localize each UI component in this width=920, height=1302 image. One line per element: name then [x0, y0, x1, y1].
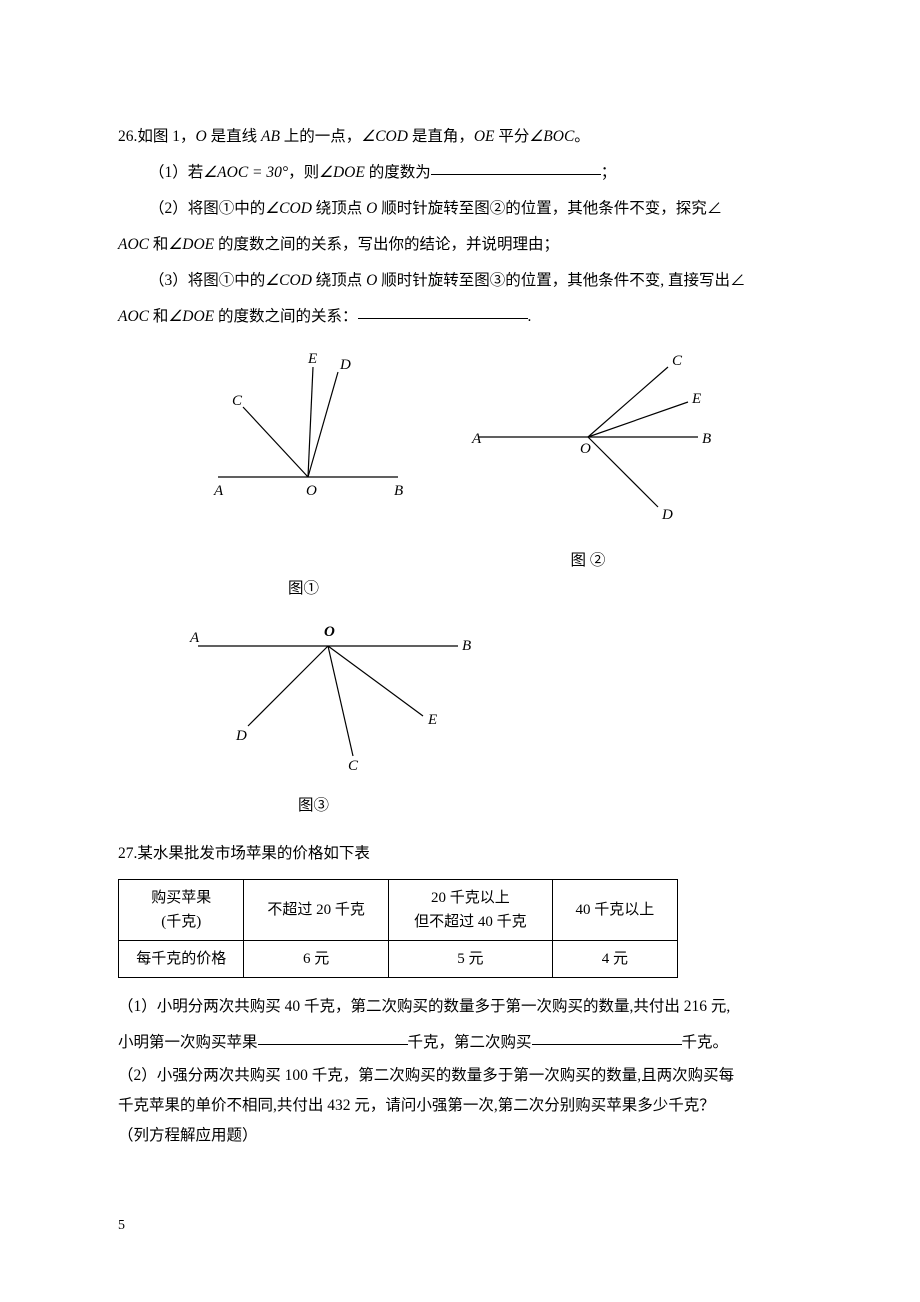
figure-1: A O B C E D: [188, 347, 418, 578]
figure-3-label: 图③: [298, 789, 810, 823]
diagram-3: A O B D C E: [188, 606, 478, 776]
text: 上的一点，: [280, 128, 361, 145]
cell: 5 元: [388, 941, 552, 978]
cell: 6 元: [244, 941, 389, 978]
text: 的度数之间的关系，写出你的结论，并说明理由；: [214, 236, 559, 253]
blank-fill[interactable]: [258, 1029, 408, 1046]
label-A: A: [213, 483, 224, 499]
label-B: B: [702, 431, 711, 447]
text: 购买苹果(千克): [151, 890, 211, 930]
text: 20 千克以上但不超过 40 千克: [414, 890, 527, 930]
q27-part1-line2: 小明第一次购买苹果 千克，第二次购买 千克。: [118, 1026, 810, 1060]
diagram-1: A O B C E D: [188, 347, 418, 507]
cell: 20 千克以上但不超过 40 千克: [388, 880, 552, 941]
var-DOE: ∠DOE: [168, 308, 214, 325]
cell: 不超过 20 千克: [244, 880, 389, 941]
text: .: [528, 308, 532, 325]
var-BOC: ∠BOC: [529, 128, 574, 145]
eq: ∠AOC = 30°: [203, 164, 288, 181]
var-AB: AB: [261, 128, 280, 145]
var-O: O: [196, 128, 207, 145]
var-COD: ∠COD: [265, 200, 312, 217]
text: 和: [153, 308, 169, 325]
label-O: O: [324, 624, 335, 640]
var-O: O: [366, 200, 377, 217]
label-D: D: [235, 728, 247, 744]
q27-part2-line2: 千克苹果的单价不相同,共付出 432 元，请问小强第一次,第二次分别购买苹果多少…: [118, 1092, 810, 1120]
label-E: E: [691, 391, 701, 407]
text: 的度数之间的关系：: [214, 308, 357, 325]
figure-2-label: 图 ②: [458, 544, 718, 578]
text: （3）将图①中的: [149, 272, 265, 289]
q27-title: 27.某水果批发市场苹果的价格如下表: [118, 837, 810, 871]
label-A: A: [471, 431, 482, 447]
price-table: 购买苹果(千克) 不超过 20 千克 20 千克以上但不超过 40 千克 40 …: [118, 879, 678, 978]
text: 26.如图 1，: [118, 128, 196, 145]
label-D: D: [339, 357, 351, 373]
figure-3: A O B D C E 图③: [188, 606, 810, 823]
figure-2: A O B C E D 图 ②: [458, 347, 718, 578]
label-C: C: [232, 393, 243, 409]
q26-part2-line2: AOC 和∠DOE 的度数之间的关系，写出你的结论，并说明理由；: [118, 228, 810, 262]
diagram-2: A O B C E D: [458, 347, 718, 527]
label-O: O: [306, 483, 317, 499]
var-O: O: [366, 272, 377, 289]
q27-part2-line1: （2）小强分两次共购买 100 千克，第二次购买的数量多于第一次购买的数量,且两…: [118, 1062, 810, 1090]
var-COD: ∠COD: [361, 128, 408, 145]
text: 是直线: [207, 128, 261, 145]
label-A: A: [189, 630, 200, 646]
q26-part1: （1）若∠AOC = 30°，则∠DOE 的度数为 ；: [118, 156, 810, 190]
label-B: B: [462, 638, 471, 654]
text: 是直角，: [408, 128, 474, 145]
text: 的度数为: [365, 164, 431, 181]
cell: 40 千克以上: [552, 880, 677, 941]
q27-part1-line1: （1）小明分两次共购买 40 千克，第二次购买的数量多于第一次购买的数量,共付出…: [118, 990, 810, 1024]
text: ；: [601, 164, 617, 181]
page-number: 5: [118, 1211, 125, 1242]
figure-row-1: A O B C E D A O B C E D: [188, 347, 810, 578]
label-E: E: [307, 351, 317, 367]
text: 。: [574, 128, 590, 145]
label-O: O: [580, 441, 591, 457]
table-row: 购买苹果(千克) 不超过 20 千克 20 千克以上但不超过 40 千克 40 …: [119, 880, 678, 941]
blank-fill[interactable]: [431, 159, 601, 176]
var-OE: OE: [474, 128, 495, 145]
text: 小明第一次购买苹果: [118, 1034, 258, 1051]
q27-part2-line3: （列方程解应用题）: [118, 1122, 810, 1150]
cell: 购买苹果(千克): [119, 880, 244, 941]
text: 和: [153, 236, 169, 253]
label-C: C: [672, 353, 683, 369]
text: 绕顶点: [312, 200, 366, 217]
q26-part2-line1: （2）将图①中的∠COD 绕顶点 O 顺时针旋转至图②的位置，其他条件不变，探究…: [118, 192, 810, 226]
cell: 4 元: [552, 941, 677, 978]
var-DOE: ∠DOE: [168, 236, 214, 253]
text: （1）若: [149, 164, 203, 181]
label-E: E: [427, 712, 437, 728]
text: 绕顶点: [312, 272, 366, 289]
label-B: B: [394, 483, 403, 499]
var-AOC: AOC: [118, 236, 149, 253]
text: 顺时针旋转至图②的位置，其他条件不变，探究∠: [377, 200, 722, 217]
label-D: D: [661, 507, 673, 523]
blank-fill[interactable]: [358, 303, 528, 320]
text: 平分: [495, 128, 530, 145]
cell: 每千克的价格: [119, 941, 244, 978]
text: 顺时针旋转至图③的位置，其他条件不变, 直接写出∠: [377, 272, 745, 289]
label-C: C: [348, 758, 359, 774]
figure-block-2: 图① A O B D C E 图③: [188, 572, 810, 823]
text: ，则: [288, 164, 319, 181]
q26-title: 26.如图 1，O 是直线 AB 上的一点，∠COD 是直角，OE 平分∠BOC…: [118, 120, 810, 154]
text: （2）将图①中的: [149, 200, 265, 217]
page: 26.如图 1，O 是直线 AB 上的一点，∠COD 是直角，OE 平分∠BOC…: [0, 0, 920, 1302]
text: 千克，第二次购买: [408, 1034, 532, 1051]
var-COD: ∠COD: [265, 272, 312, 289]
table-row: 每千克的价格 6 元 5 元 4 元: [119, 941, 678, 978]
text: 千克。: [682, 1034, 729, 1051]
q26-part3-line2: AOC 和∠DOE 的度数之间的关系：.: [118, 300, 810, 334]
var-DOE: ∠DOE: [319, 164, 365, 181]
var-AOC: AOC: [118, 308, 149, 325]
blank-fill[interactable]: [532, 1029, 682, 1046]
q26-part3-line1: （3）将图①中的∠COD 绕顶点 O 顺时针旋转至图③的位置，其他条件不变, 直…: [118, 264, 810, 298]
